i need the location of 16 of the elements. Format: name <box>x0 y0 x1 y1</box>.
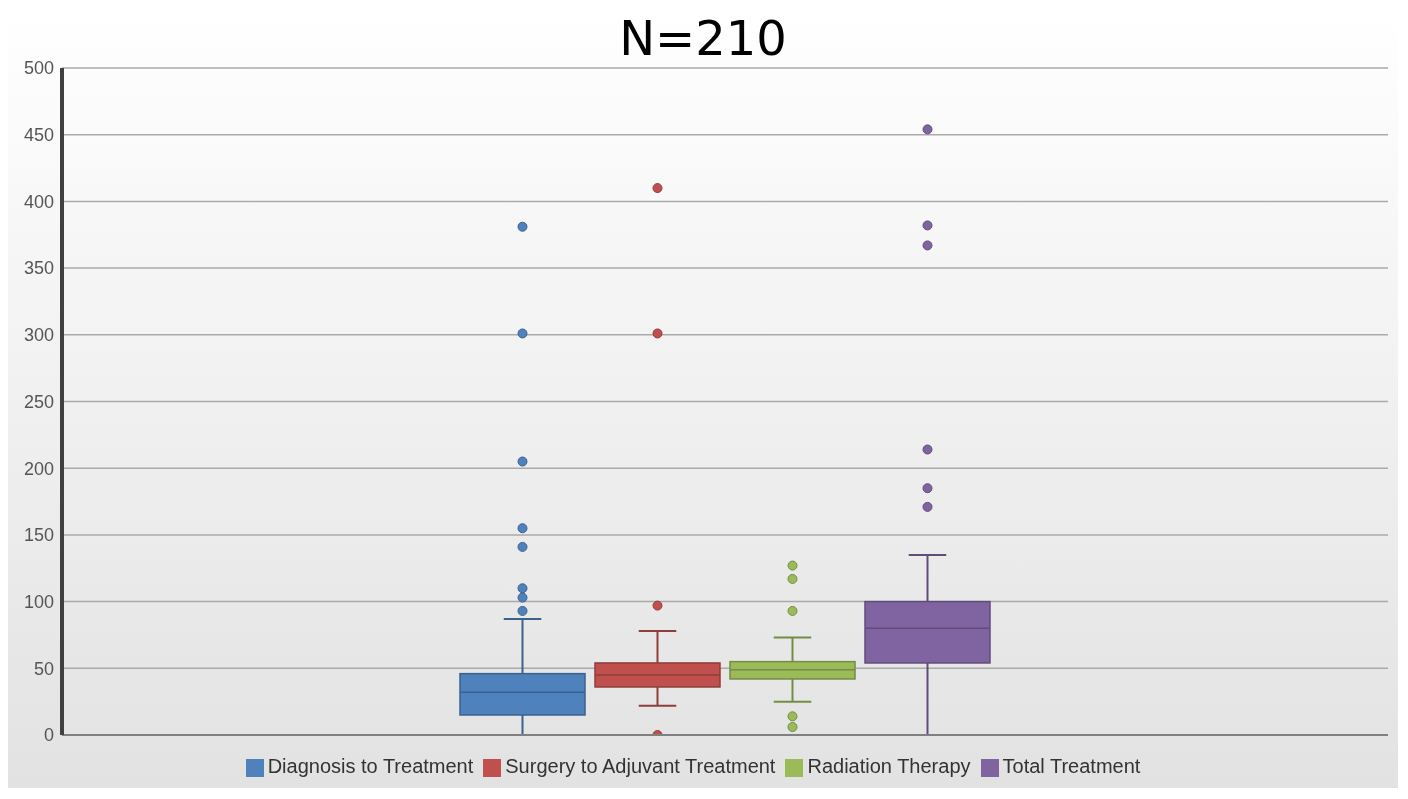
legend-label: Surgery to Adjuvant Treatment <box>505 755 776 777</box>
y-tick-label: 250 <box>23 391 54 412</box>
y-tick-label: 300 <box>23 325 54 346</box>
y-tick-label: 500 <box>23 58 54 79</box>
legend-label: Total Treatment <box>1002 755 1141 777</box>
y-tick-label: 0 <box>43 725 54 746</box>
legend-label: Diagnosis to Treatment <box>267 755 474 777</box>
y-tick-label: 50 <box>33 658 54 679</box>
y-tick-label: 150 <box>23 525 54 546</box>
legend-label: Radiation Therapy <box>807 755 971 777</box>
y-tick-label: 400 <box>23 191 54 212</box>
y-tick-label: 350 <box>23 258 54 279</box>
y-tick-label: 200 <box>23 458 54 479</box>
y-tick-label: 100 <box>23 591 54 612</box>
y-tick-label: 450 <box>23 125 54 146</box>
chart-title: N=210 <box>619 10 787 66</box>
